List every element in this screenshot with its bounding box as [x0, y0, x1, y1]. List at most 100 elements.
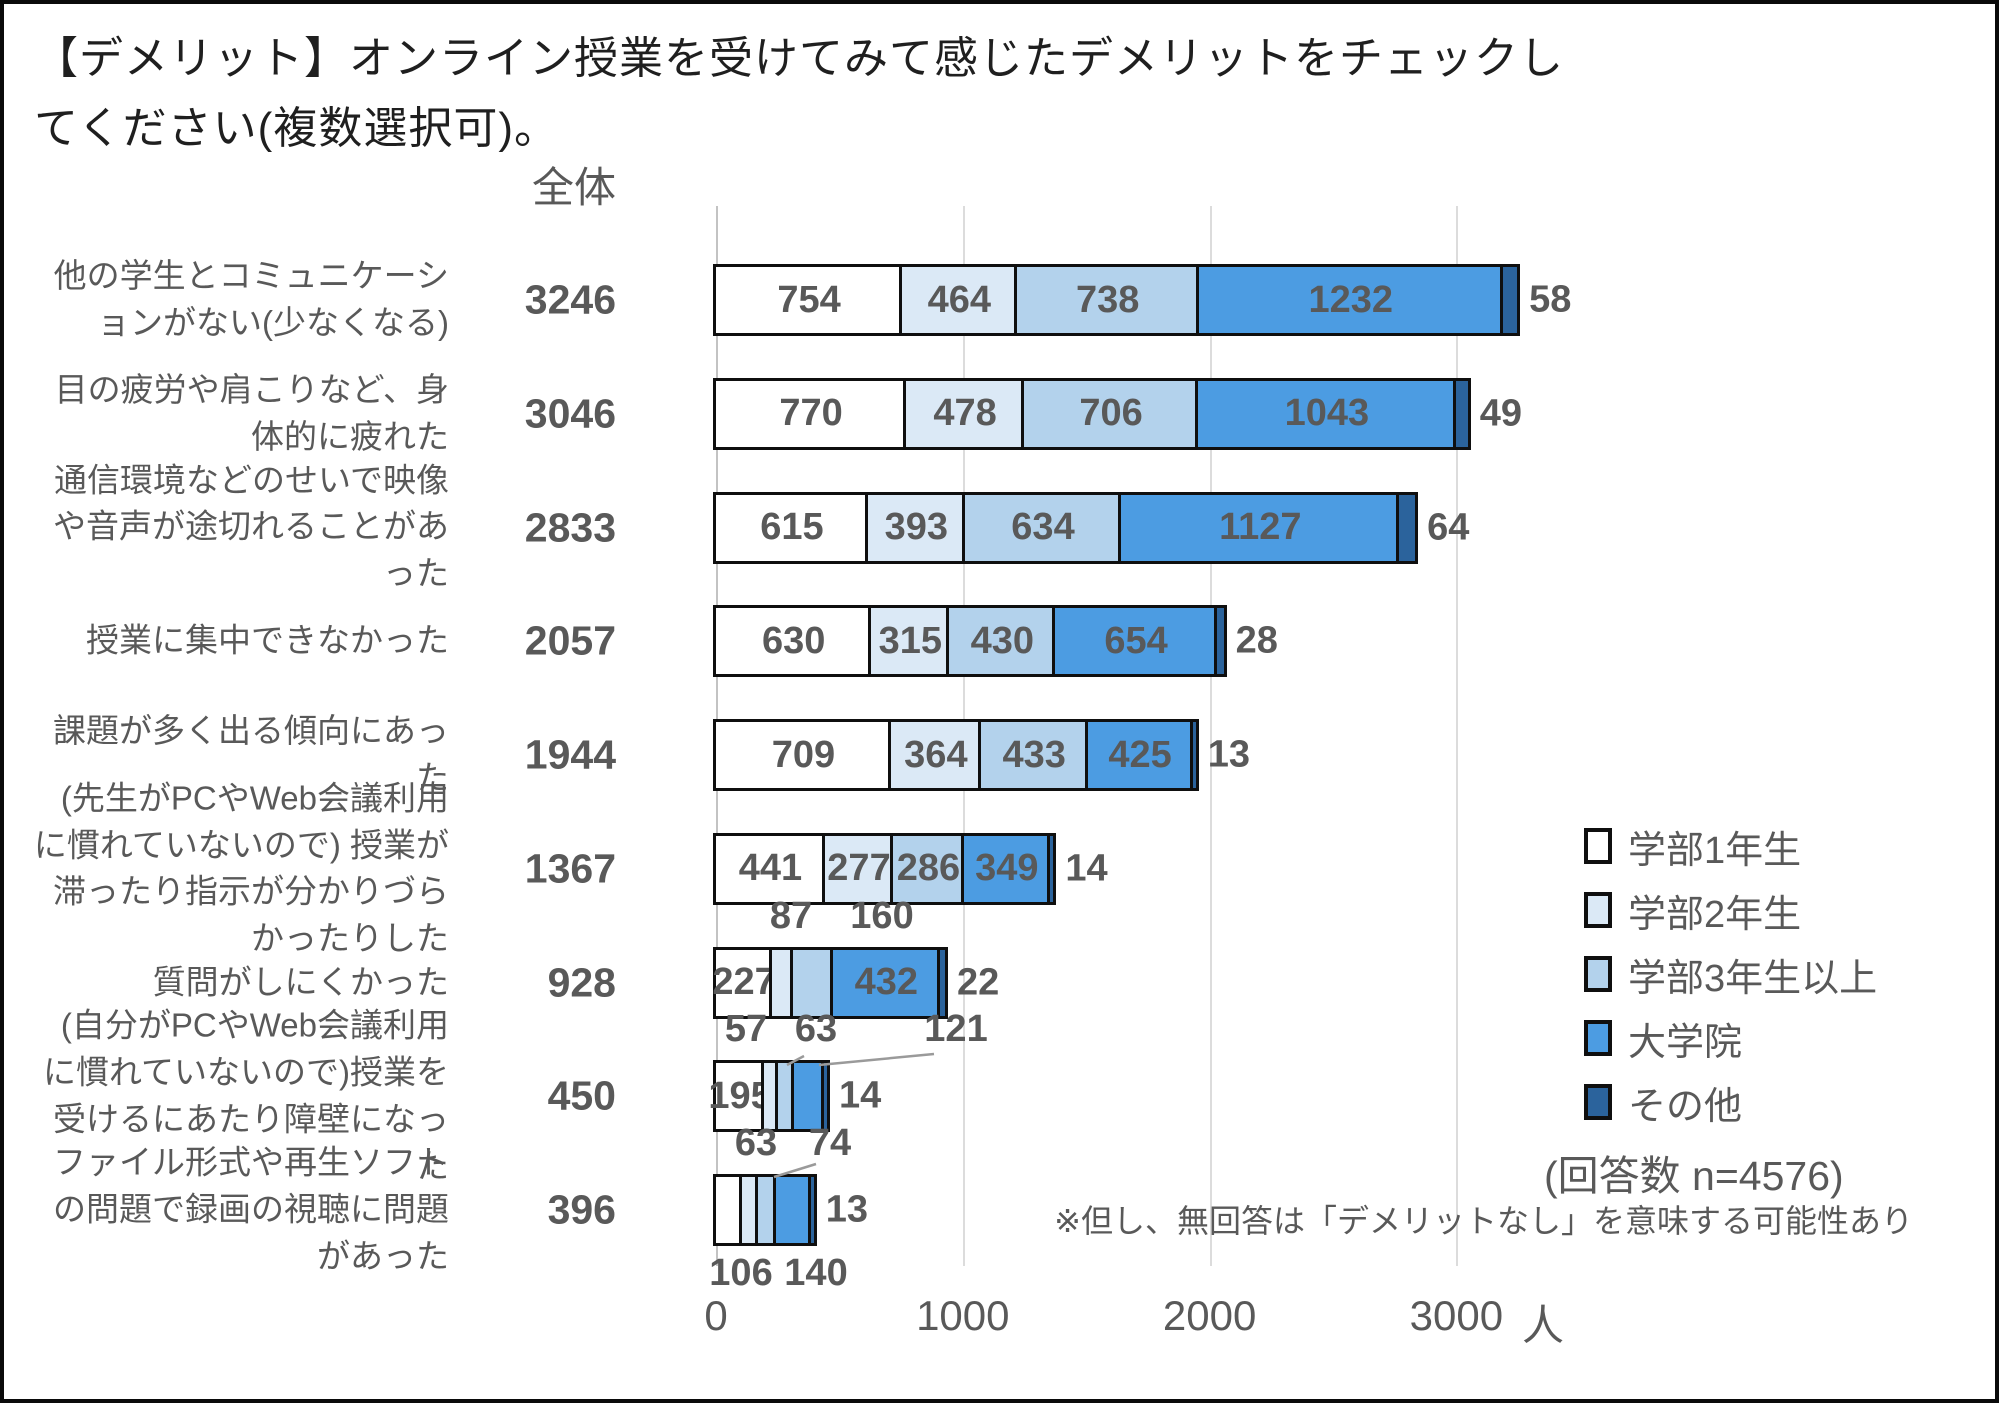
bar-segment: 432	[829, 946, 943, 1019]
segment-value-outside: 106	[709, 1252, 773, 1294]
legend-item: その他	[1584, 1078, 1742, 1128]
legend-label: 学部3年生以上	[1628, 957, 1878, 1000]
leader-line	[818, 1052, 935, 1067]
segment-value-outside: 63	[734, 1122, 778, 1164]
segment-value-outside: 63	[794, 1008, 838, 1051]
segment-value-right: 22	[957, 961, 1000, 1003]
bar-segment: 1127	[1118, 491, 1403, 564]
bar-segment: 654	[1052, 605, 1220, 678]
bar-segment	[1452, 377, 1471, 450]
segment-value: 478	[933, 392, 997, 435]
segment-value-right: 58	[1529, 278, 1572, 321]
segment-value: 770	[779, 392, 843, 435]
segment-value: 441	[738, 847, 803, 890]
bar-segment: 430	[946, 605, 1059, 678]
segment-value: 432	[854, 961, 918, 1003]
bar-segment	[1189, 719, 1199, 791]
legend-swatch-icon	[1584, 1084, 1612, 1120]
segment-value-right: 14	[839, 1074, 882, 1117]
segment-value: 1043	[1284, 392, 1370, 435]
segment-value: 393	[884, 506, 948, 548]
bar-segment: 634	[961, 491, 1125, 564]
bar-segment: 630	[713, 605, 875, 678]
category-label: 他の学生とコミュニケーションがない(少なくなる)	[53, 257, 449, 341]
footnote: ※但し、無回答は「デメリットなし」を意味する可能性あり	[1054, 1203, 1913, 1239]
legend-note: (回答数 n=4576)	[1544, 1153, 1844, 1199]
segment-value: 709	[771, 733, 836, 776]
x-axis-tick: 0	[704, 1292, 728, 1339]
bar-segment	[1046, 832, 1057, 905]
segment-value-right: 13	[1207, 733, 1251, 776]
segment-value: 349	[975, 847, 1039, 890]
segment-value: 754	[777, 278, 841, 321]
bar-segment: 770	[713, 377, 910, 450]
legend-swatch-icon	[1584, 892, 1612, 928]
bar-segment: 227	[712, 946, 776, 1019]
bar-segment: 277	[821, 832, 897, 905]
bar-segment: 738	[1013, 264, 1202, 336]
legend-label: 学部2年生	[1628, 893, 1802, 936]
bar-segment	[1213, 605, 1227, 678]
category-label: ファイル形式や再生ソフトの問題で録画の視聴に問題があった	[53, 1143, 449, 1275]
bar-segment: 706	[1021, 377, 1202, 450]
segment-value: 634	[1011, 506, 1075, 548]
bar-segment: 709	[713, 719, 894, 791]
row-total: 450	[547, 1072, 616, 1119]
bar-segment: 464	[899, 264, 1020, 336]
segment-value: 615	[760, 506, 824, 548]
bar-segment: 393	[864, 491, 968, 564]
legend-label: 大学院	[1628, 1021, 1743, 1064]
row-total: 1944	[524, 731, 616, 778]
category-label: (自分がPCやWeb会議利用に慣れていないので)授業を受けるにあたり障壁になった	[43, 1006, 449, 1185]
legend-swatch-icon	[1584, 828, 1612, 864]
row-total: 2057	[524, 617, 616, 664]
chart-title: 【デメリット】オンライン授業を受けてみて感じたデメリットをチェックしてください(…	[34, 34, 1564, 153]
bar-segment: 754	[713, 264, 906, 336]
segment-value: 654	[1104, 619, 1168, 662]
bar-segment: 433	[977, 719, 1091, 791]
segment-value-right: 64	[1427, 506, 1470, 548]
segment-value: 425	[1108, 733, 1172, 776]
x-axis-tick: 1000	[916, 1292, 1010, 1339]
row-total: 928	[547, 959, 616, 1005]
segment-value: 433	[1002, 733, 1066, 776]
category-label: 授業に集中できなかった	[86, 621, 449, 659]
segment-value-outside: 74	[808, 1122, 852, 1164]
bar-segment: 1043	[1195, 377, 1459, 450]
segment-value: 227	[712, 961, 776, 1003]
row-total: 3046	[524, 390, 616, 437]
segment-value: 277	[827, 847, 891, 890]
row-total: 3246	[524, 276, 616, 323]
bar-segment: 425	[1084, 719, 1196, 791]
x-axis-tick: 2000	[1162, 1292, 1257, 1339]
segment-value: 364	[904, 733, 968, 776]
row-total: 1367	[524, 845, 616, 892]
bar-segment: 1232	[1195, 264, 1506, 336]
segment-value-outside: 87	[769, 894, 813, 937]
legend-swatch-icon	[1584, 1020, 1612, 1056]
segment-value: 1232	[1308, 278, 1394, 321]
legend-item: 大学院	[1584, 1014, 1742, 1064]
bar-segment: 364	[887, 719, 984, 791]
bar-segment: 615	[713, 491, 871, 564]
segment-value-outside: 57	[724, 1008, 768, 1051]
bar-segment	[1396, 491, 1419, 564]
segment-value-outside: 121	[924, 1008, 988, 1051]
x-axis-unit: 人	[1522, 1302, 1565, 1349]
bar-segment: 286	[890, 832, 967, 905]
category-label: 課題が多く出る傾向にあった	[53, 712, 449, 796]
gridline	[1456, 206, 1459, 1266]
category-label: 質問がしにくかった	[152, 963, 449, 1001]
bar-segment: 478	[903, 377, 1027, 450]
category-label: (先生がPCやWeb会議利用に慣れていないので) 授業が滞ったり指示が分かりづら…	[33, 779, 449, 957]
legend-item: 学部3年生以上	[1584, 950, 1877, 1000]
bar-segment: 349	[960, 832, 1053, 905]
bar-segment	[1499, 264, 1521, 336]
legend-swatch-icon	[1584, 956, 1612, 992]
segment-value: 464	[927, 278, 992, 321]
segment-value-right: 28	[1235, 619, 1278, 662]
segment-value: 706	[1079, 392, 1143, 435]
segment-value-outside: 140	[784, 1252, 848, 1294]
category-label: 通信環境などのせいで映像や音声が途切れることがあった	[53, 461, 449, 592]
segment-value-right: 49	[1479, 392, 1523, 435]
